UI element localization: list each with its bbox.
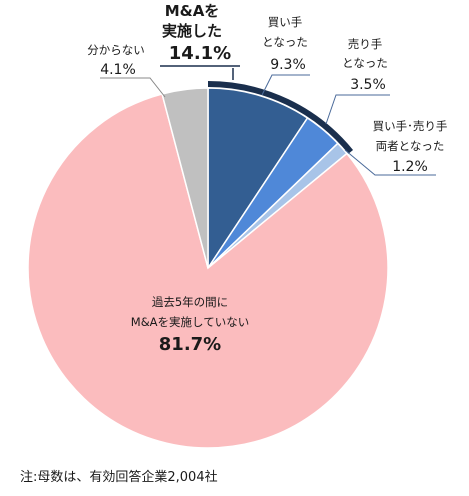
none-percent: 81.7% — [159, 334, 221, 355]
both-label-line2: 両者となった — [376, 139, 445, 153]
group-percent: 14.1% — [169, 43, 231, 64]
buyer-percent: 9.3% — [270, 57, 306, 73]
leader-line-unknown — [100, 77, 166, 98]
footnote: 注:母数は、有効回答企業2,004社 — [20, 470, 218, 485]
none-label-line2: M&Aを実施していない — [131, 315, 249, 329]
slice-buyer — [207, 87, 309, 271]
buyer-label-line1: 買い手 — [268, 15, 303, 29]
slice-none — [27, 93, 389, 449]
seller-label-line1: 売り手 — [348, 37, 383, 51]
buyer-label-line2: となった — [262, 35, 308, 49]
unknown-label: 分からない — [87, 43, 145, 57]
both-label-line1: 買い手･売り手 — [373, 119, 448, 133]
leader-line-seller — [325, 94, 390, 125]
leader-line-buyer — [261, 74, 310, 96]
ma-implemented-highlight-arc — [207, 81, 354, 154]
none-label-line1: 過去5年の間に — [152, 295, 228, 309]
group-title-line2: 実施した — [162, 22, 222, 40]
both-percent: 1.2% — [392, 159, 428, 175]
seller-label-line2: となった — [342, 56, 388, 70]
seller-percent: 3.5% — [350, 77, 386, 93]
group-title-line1: M&Aを — [165, 2, 220, 20]
unknown-percent: 4.1% — [100, 62, 136, 78]
leader-line-both — [344, 149, 436, 176]
pie-slices — [27, 87, 389, 449]
